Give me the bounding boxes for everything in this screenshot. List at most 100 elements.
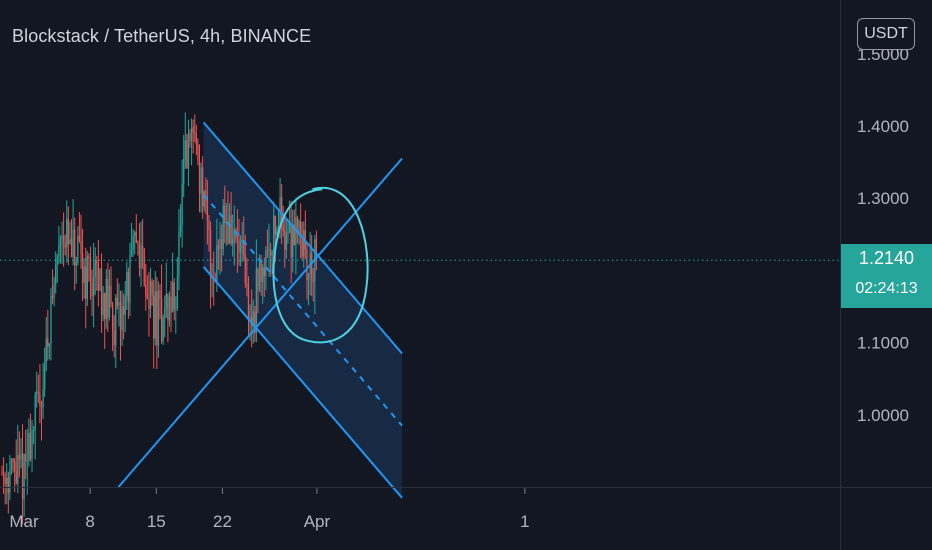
candle xyxy=(10,458,13,475)
candle xyxy=(146,275,149,300)
candle xyxy=(157,281,160,358)
candle-body xyxy=(284,231,286,250)
candle-body xyxy=(216,245,218,282)
channel-fill xyxy=(203,122,402,498)
candle xyxy=(50,287,52,361)
candle-body xyxy=(173,282,175,310)
candle-body xyxy=(66,218,68,248)
candle-body xyxy=(72,229,74,258)
candle-body xyxy=(200,167,202,194)
candle-body xyxy=(178,232,180,277)
candle xyxy=(119,290,122,361)
candle-body xyxy=(232,237,234,245)
candle xyxy=(62,212,65,267)
candle xyxy=(97,240,100,307)
candle-body xyxy=(243,240,245,255)
candle xyxy=(235,227,237,243)
candle-body xyxy=(4,478,6,484)
candle xyxy=(149,267,152,318)
candle xyxy=(127,267,130,319)
candle-body xyxy=(208,220,210,231)
candle-body xyxy=(164,309,166,318)
candle xyxy=(143,248,145,287)
candle xyxy=(29,413,32,462)
candle-body xyxy=(51,296,54,298)
candles-layer xyxy=(1,112,318,525)
y-tick-label: 1.3000 xyxy=(857,189,909,208)
candle-body xyxy=(127,271,130,303)
candle xyxy=(186,133,188,169)
candle xyxy=(154,271,156,346)
candle xyxy=(243,216,245,260)
candle xyxy=(216,218,218,292)
candle xyxy=(255,239,258,343)
candle xyxy=(94,247,96,295)
candle-body xyxy=(129,254,131,303)
candle-body xyxy=(29,432,32,460)
candle xyxy=(285,218,288,259)
candle xyxy=(306,242,308,300)
candle xyxy=(141,219,144,270)
candle-body xyxy=(236,238,239,240)
candle xyxy=(301,222,303,260)
candle xyxy=(51,269,54,305)
candle xyxy=(304,210,307,260)
candle xyxy=(137,240,139,256)
candle-body xyxy=(157,290,160,346)
candle-body xyxy=(47,337,49,347)
candle-body xyxy=(290,223,292,258)
candle-body xyxy=(83,266,85,283)
candle xyxy=(262,264,264,304)
candle xyxy=(268,223,270,277)
candle xyxy=(36,371,38,408)
candle xyxy=(138,223,141,277)
currency-button[interactable]: USDT xyxy=(857,18,915,50)
candle-body xyxy=(21,453,24,499)
candle-body xyxy=(311,252,313,280)
candle-body xyxy=(192,127,194,133)
candle xyxy=(48,342,51,360)
candle-body xyxy=(202,167,204,207)
candle-body xyxy=(89,258,92,283)
candle xyxy=(296,215,299,244)
candle-body xyxy=(252,311,254,327)
candle xyxy=(34,391,36,460)
candle-body xyxy=(285,235,288,250)
candle xyxy=(118,283,120,327)
candle xyxy=(4,471,6,505)
candle xyxy=(115,294,117,368)
candle xyxy=(198,144,201,213)
candle xyxy=(83,258,85,299)
candle-body xyxy=(18,455,21,460)
candle-body xyxy=(10,458,13,470)
candle-body xyxy=(230,215,232,245)
ascending-trendline xyxy=(117,157,403,488)
candle xyxy=(208,215,210,252)
candle-body xyxy=(56,257,58,265)
candle-body xyxy=(257,268,259,291)
bar-countdown: 02:24:13 xyxy=(855,280,918,297)
candle xyxy=(124,281,126,332)
candle xyxy=(121,290,123,346)
candle-body xyxy=(195,133,197,145)
highlight-circle xyxy=(272,186,369,344)
candle-body xyxy=(274,215,276,235)
candle xyxy=(219,221,221,275)
x-tick-label: 1 xyxy=(520,512,529,531)
candle-body xyxy=(86,256,88,300)
candle xyxy=(116,278,118,310)
candle-body xyxy=(55,264,57,285)
candle xyxy=(12,458,14,473)
candle xyxy=(134,230,136,255)
candle-body xyxy=(309,252,311,274)
y-tick-label: 1.1000 xyxy=(857,334,909,353)
candle-body xyxy=(48,343,51,347)
candle xyxy=(66,200,68,263)
candle xyxy=(42,362,44,419)
candle-body xyxy=(81,253,84,283)
candle xyxy=(295,198,297,275)
candle xyxy=(292,209,294,273)
candle xyxy=(148,271,150,337)
candle xyxy=(85,247,87,329)
